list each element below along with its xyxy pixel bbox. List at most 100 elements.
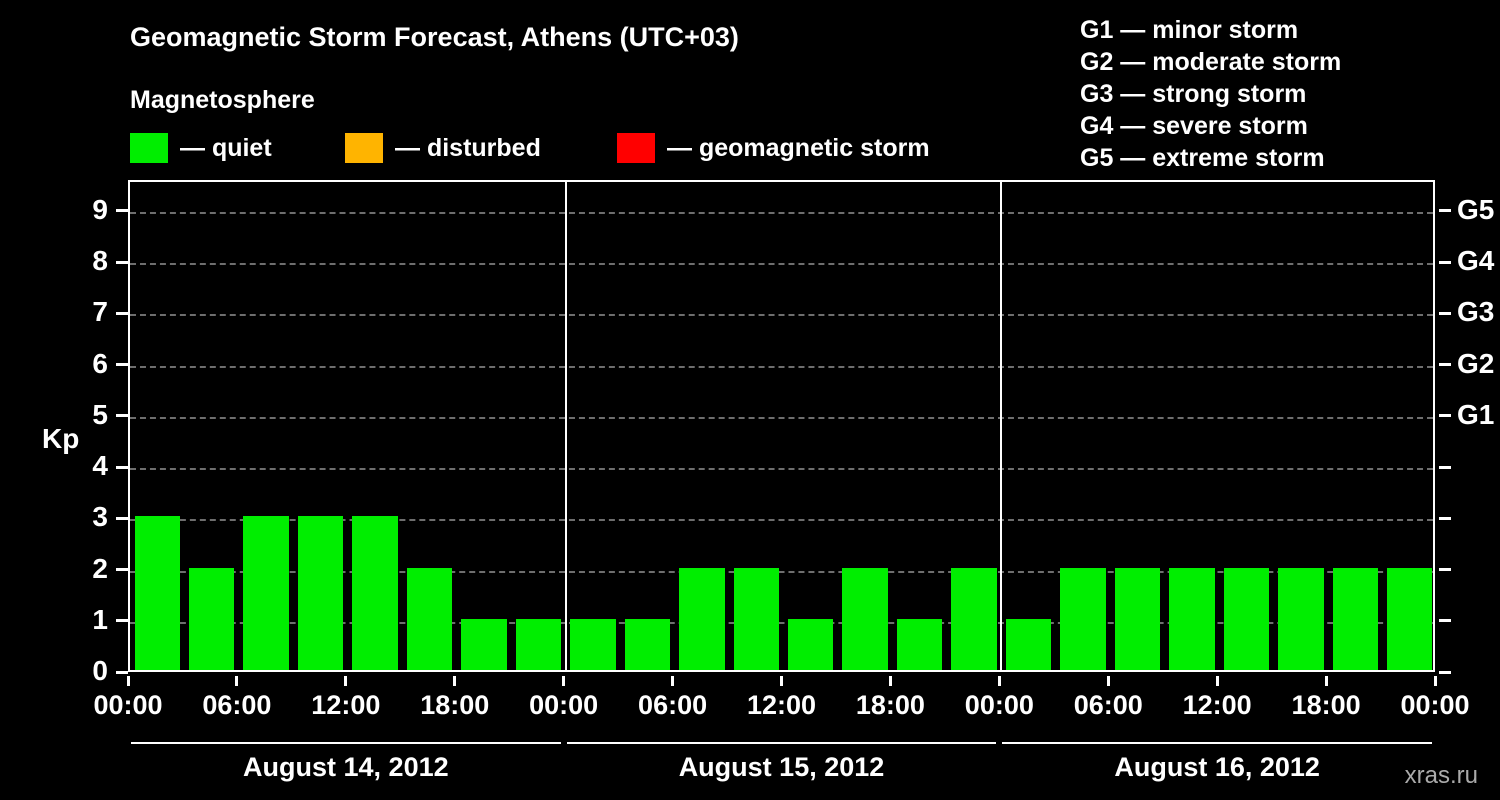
legend-item: — quiet — [130, 133, 272, 163]
gridline-kp-5 — [130, 416, 1433, 419]
legend-item: — disturbed — [345, 133, 541, 163]
x-axis-tick — [1215, 676, 1219, 686]
gridline-kp-7 — [130, 314, 1433, 317]
x-axis-tick — [235, 676, 239, 686]
x-axis-tick — [997, 676, 1001, 686]
x-axis-label: 00:00 — [529, 690, 599, 720]
right-axis-tick — [1439, 465, 1451, 469]
kp-bar — [1005, 618, 1052, 670]
g-legend-line: G2 — moderate storm — [1080, 48, 1342, 76]
day-separator — [564, 182, 567, 670]
kp-bar — [842, 567, 888, 670]
y-axis-label: 1 — [92, 603, 108, 635]
y-axis-tick — [116, 568, 128, 571]
date-underline — [1002, 742, 1432, 744]
x-axis-tick — [1324, 676, 1328, 686]
date-underline — [566, 742, 997, 744]
kp-bar — [788, 618, 834, 670]
y-axis-tick — [116, 209, 128, 213]
plot-area — [128, 180, 1435, 672]
y-axis-label: 3 — [92, 501, 108, 533]
y-axis-tick — [116, 363, 128, 366]
gridline-kp-9 — [130, 211, 1433, 214]
gridline-kp-2 — [130, 570, 1433, 573]
kp-bar — [1332, 567, 1379, 670]
x-axis-label: 00:00 — [964, 690, 1034, 720]
gridline-kp-4 — [130, 468, 1433, 470]
kp-bar — [1387, 567, 1433, 670]
legend-swatch-icon — [130, 133, 168, 163]
kp-bar — [1223, 567, 1270, 670]
g-legend-line: G1 — minor storm — [1080, 16, 1299, 44]
kp-bar — [1060, 567, 1106, 670]
legend-item-label: — disturbed — [395, 133, 541, 162]
x-axis-label: 12:00 — [746, 690, 817, 720]
kp-bar — [297, 516, 344, 670]
g-scale-legend: G1 — minor storm G2 — moderate storm G3 — … — [1080, 14, 1341, 174]
kp-bar — [1169, 567, 1215, 670]
x-axis-tick — [344, 676, 348, 686]
gridline-kp-8 — [130, 263, 1433, 265]
date-label: August 15, 2012 — [678, 752, 885, 782]
x-axis-label: 06:00 — [638, 690, 708, 720]
g-axis-label: G4 — [1457, 245, 1495, 276]
date-label: August 14, 2012 — [243, 752, 449, 782]
kp-bar — [733, 567, 779, 670]
x-axis-label: 06:00 — [1073, 690, 1143, 720]
y-axis-label: 5 — [92, 398, 108, 430]
right-axis-tick — [1439, 311, 1451, 315]
page-title: Geomagnetic Storm Forecast, Athens (UTC+… — [130, 22, 739, 52]
right-axis-tick — [1439, 670, 1451, 674]
date-underline — [131, 742, 561, 744]
x-axis-tick — [1433, 676, 1437, 686]
kp-bar — [461, 618, 507, 670]
x-axis-tick — [1106, 676, 1110, 686]
kp-bar — [570, 618, 616, 670]
x-axis-tick — [671, 676, 675, 686]
legend-item-label: — geomagnetic storm — [667, 133, 930, 162]
legend-heading: Magnetosphere — [130, 86, 315, 114]
kp-bar — [624, 618, 671, 670]
watermark-xras: xras.ru — [1404, 762, 1478, 789]
kp-bar — [515, 618, 562, 670]
kp-bar — [243, 516, 289, 670]
date-label: August 16, 2012 — [1114, 752, 1320, 782]
right-axis-tick — [1439, 209, 1451, 213]
legend-swatch-icon — [345, 133, 383, 163]
right-axis-tick — [1439, 619, 1451, 623]
x-axis-label: 12:00 — [311, 690, 381, 720]
g-axis-label: G2 — [1457, 347, 1495, 379]
x-axis-label: 18:00 — [1291, 690, 1361, 720]
x-axis-tick — [780, 676, 783, 686]
kp-bar — [352, 516, 398, 670]
g-axis-label: G3 — [1457, 296, 1495, 328]
kp-bar — [951, 567, 997, 670]
gridline-kp-3 — [130, 519, 1433, 522]
right-axis-tick — [1439, 568, 1451, 571]
y-axis-tick — [116, 516, 128, 520]
g-legend-line: G4 — severe storm — [1080, 112, 1308, 140]
legend-item-label: — quiet — [180, 133, 272, 162]
y-axis-tick — [116, 619, 128, 623]
kp-bar — [1278, 567, 1324, 670]
kp-bar — [188, 567, 235, 670]
g-legend-line: G5 — extreme storm — [1080, 144, 1325, 172]
legend-item: — geomagnetic storm — [617, 133, 930, 163]
y-axis-label: 8 — [92, 245, 108, 276]
x-axis-label: 18:00 — [855, 690, 925, 720]
y-axis-label: 4 — [92, 450, 108, 481]
x-axis-label: 12:00 — [1182, 690, 1252, 720]
y-axis-tick — [116, 311, 128, 315]
x-axis-label: 00:00 — [1400, 690, 1470, 720]
x-axis-label: 18:00 — [420, 690, 490, 720]
g-axis-label: G1 — [1457, 398, 1495, 430]
right-axis-tick — [1439, 363, 1451, 366]
x-axis-label: 06:00 — [202, 690, 272, 720]
kp-bar — [1114, 567, 1161, 670]
x-axis-label: 00:00 — [93, 690, 163, 720]
y-axis-tick — [116, 465, 128, 469]
gridline-kp-6 — [130, 365, 1433, 368]
kp-bar — [896, 618, 943, 670]
g-legend-line: G3 — strong storm — [1080, 80, 1307, 108]
gridline-kp-1 — [130, 621, 1433, 624]
